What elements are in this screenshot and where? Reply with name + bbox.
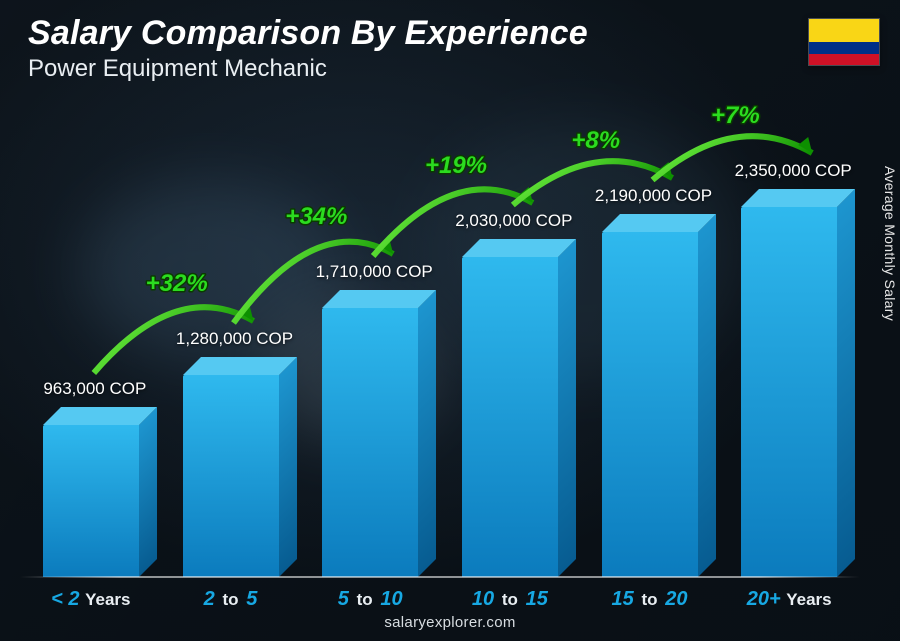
bar-side: [698, 214, 716, 577]
bar-value-label: 1,280,000 COP: [135, 329, 335, 349]
flag-stripe: [809, 19, 879, 42]
bar-slot: 2,030,000 COP10 to 15: [449, 257, 571, 577]
bar-side: [558, 239, 576, 577]
bar-topface: [43, 407, 157, 425]
bar-side: [418, 290, 436, 577]
x-axis-label: 20+ Years: [747, 588, 832, 611]
bar-chart: 963,000 COP< 2 Years1,280,000 COP2 to 51…: [30, 107, 850, 577]
bar: [602, 232, 698, 577]
bar: [462, 257, 558, 577]
bar-slot: 1,710,000 COP5 to 10: [309, 308, 431, 577]
bar-front: [183, 375, 279, 577]
bar-topface: [322, 290, 436, 308]
flag-stripe: [809, 54, 879, 66]
bar-front: [602, 232, 698, 577]
bar-slot: 2,190,000 COP15 to 20: [589, 232, 711, 577]
bar-topface: [462, 239, 576, 257]
bar-topface: [183, 357, 297, 375]
chart-baseline: [20, 576, 860, 578]
bar-side: [279, 357, 297, 577]
bar: [183, 375, 279, 577]
bar-front: [43, 425, 139, 577]
chart-subtitle: Power Equipment Mechanic: [28, 55, 588, 83]
bar-value-label: 963,000 COP: [0, 379, 195, 399]
bar-front: [741, 207, 837, 577]
bar-value-label: 2,350,000 COP: [693, 161, 893, 181]
chart-title: Salary Comparison By Experience: [28, 14, 588, 53]
bar-topface: [741, 189, 855, 207]
x-axis-label: 5 to 10: [338, 588, 403, 611]
footer-attribution: salaryexplorer.com: [0, 614, 900, 631]
bar: [322, 308, 418, 577]
bar-front: [462, 257, 558, 577]
x-axis-label: 15 to 20: [612, 588, 688, 611]
bar-slot: 963,000 COP< 2 Years: [30, 425, 152, 577]
y-axis-label: Average Monthly Salary: [882, 166, 898, 321]
bar-side: [139, 407, 157, 577]
bar: [741, 207, 837, 577]
country-flag-colombia: [808, 18, 880, 66]
x-axis-label: < 2 Years: [51, 588, 130, 611]
bar-value-label: 2,190,000 COP: [554, 186, 754, 206]
x-axis-label: 10 to 15: [472, 588, 548, 611]
chart-container: Salary Comparison By Experience Power Eq…: [0, 0, 900, 641]
bar: [43, 425, 139, 577]
bar-slot: 1,280,000 COP2 to 5: [170, 375, 292, 577]
x-axis-label: 2 to 5: [204, 588, 258, 611]
bar-side: [837, 189, 855, 577]
bar-topface: [602, 214, 716, 232]
bar-value-label: 1,710,000 COP: [274, 262, 474, 282]
flag-stripe: [809, 42, 879, 54]
bar-front: [322, 308, 418, 577]
bar-value-label: 2,030,000 COP: [414, 211, 614, 231]
bar-slot: 2,350,000 COP20+ Years: [728, 207, 850, 577]
